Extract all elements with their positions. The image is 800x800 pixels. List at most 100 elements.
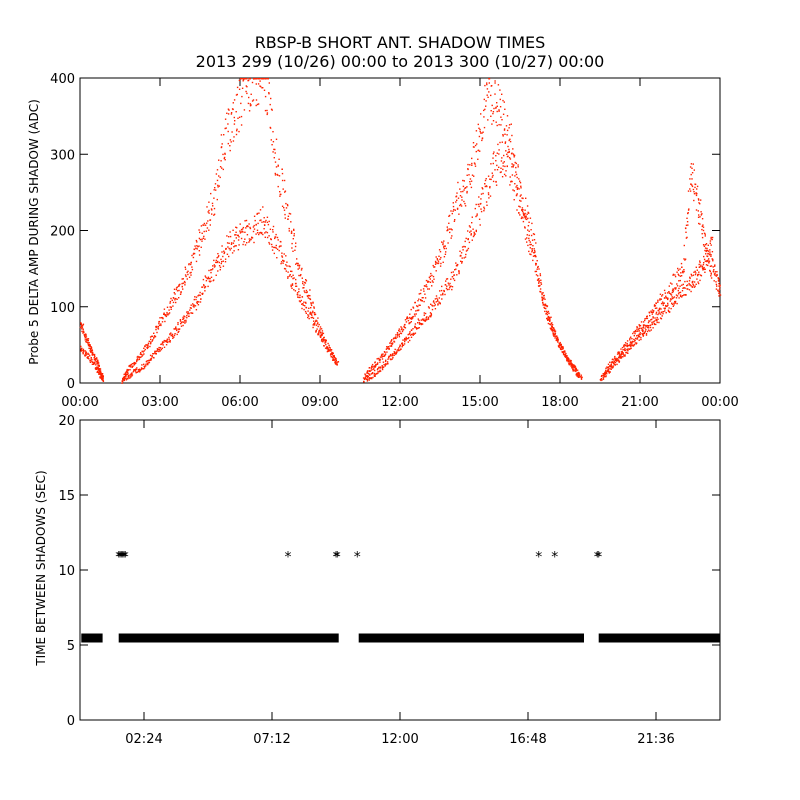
scatter-point <box>454 269 456 271</box>
scatter-point <box>701 228 703 231</box>
scatter-point <box>661 294 664 296</box>
scatter-point <box>253 78 255 80</box>
scatter-point <box>665 295 667 297</box>
scatter-point <box>169 306 171 308</box>
scatter-point <box>527 217 529 220</box>
scatter-point <box>423 290 425 292</box>
scatter-point <box>304 282 307 284</box>
scatter-point <box>704 268 706 270</box>
scatter-point <box>537 265 539 268</box>
scatter-point <box>418 327 420 329</box>
scatter-point <box>496 102 498 104</box>
scatter-point <box>531 222 533 225</box>
scatter-point <box>218 261 220 264</box>
scatter-point <box>192 305 194 307</box>
scatter-point <box>84 339 86 341</box>
scatter-point <box>508 150 510 153</box>
scatter-point <box>81 324 83 326</box>
scatter-point <box>148 359 150 362</box>
scatter-point <box>644 319 646 322</box>
scatter-point <box>274 148 276 151</box>
scatter-point <box>237 249 240 251</box>
scatter-point <box>564 354 567 356</box>
scatter-point <box>208 280 211 282</box>
scatter-point <box>607 369 609 371</box>
scatter-point <box>134 370 137 372</box>
scatter-point <box>298 264 301 266</box>
scatter-point <box>176 329 178 332</box>
scatter-point <box>301 303 303 305</box>
scatter-point <box>547 319 549 321</box>
scatter-point <box>207 276 210 278</box>
scatter-point <box>158 322 160 325</box>
scatter-point <box>451 229 453 231</box>
scatter-point <box>165 315 168 318</box>
scatter-point <box>696 188 698 190</box>
scatter-point <box>283 253 285 255</box>
scatter-point <box>435 256 437 258</box>
scatter-point <box>708 260 711 262</box>
star-marker: * <box>535 550 542 566</box>
scatter-point <box>313 324 316 326</box>
scatter-point <box>530 234 533 237</box>
scatter-point <box>84 337 86 339</box>
scatter-point <box>646 330 649 333</box>
scatter-point <box>315 324 318 326</box>
scatter-point <box>217 256 219 258</box>
scatter-point <box>440 294 442 296</box>
scatter-point <box>649 320 651 322</box>
scatter-point <box>483 208 486 210</box>
scatter-point <box>663 289 666 292</box>
scatter-point <box>239 223 241 225</box>
scatter-point <box>603 376 606 378</box>
scatter-point <box>263 228 265 230</box>
scatter-point <box>384 363 387 365</box>
scatter-point <box>473 234 475 237</box>
scatter-point <box>309 298 312 301</box>
scatter-point <box>284 191 286 193</box>
scatter-point <box>264 109 267 112</box>
scatter-point <box>706 247 708 250</box>
scatter-point <box>680 272 682 274</box>
scatter-point <box>371 377 373 380</box>
scatter-point <box>162 317 164 319</box>
scatter-point <box>175 301 177 304</box>
scatter-point <box>519 195 521 197</box>
scatter-point <box>479 203 481 205</box>
scatter-point <box>619 356 622 358</box>
scatter-point <box>492 153 495 155</box>
scatter-point <box>242 80 244 82</box>
scatter-point <box>247 79 249 82</box>
scatter-point <box>423 314 425 316</box>
scatter-point <box>443 240 445 242</box>
scatter-point <box>99 372 101 375</box>
scatter-point <box>204 285 207 288</box>
scatter-point <box>312 326 314 329</box>
scatter-point <box>281 205 284 207</box>
scatter-point <box>268 92 270 94</box>
scatter-point <box>82 328 84 330</box>
scatter-point <box>379 359 381 361</box>
scatter-point <box>196 302 198 305</box>
scatter-point <box>236 130 238 132</box>
scatter-point <box>326 346 328 349</box>
scatter-point <box>399 344 401 346</box>
scatter-point <box>461 196 463 198</box>
scatter-point <box>673 304 675 306</box>
scatter-point <box>411 317 413 319</box>
scatter-point <box>682 283 684 286</box>
scatter-point <box>710 244 712 246</box>
scatter-point <box>512 164 514 166</box>
scatter-point <box>445 287 448 290</box>
scatter-point <box>515 171 517 173</box>
scatter-point <box>642 329 644 331</box>
scatter-point <box>169 340 171 342</box>
scatter-point <box>629 342 632 344</box>
scatter-point <box>248 78 250 80</box>
scatter-point <box>236 128 238 130</box>
scatter-point <box>233 240 235 242</box>
scatter-point <box>326 350 329 353</box>
scatter-point <box>456 199 458 201</box>
scatter-point <box>183 320 186 322</box>
scatter-point <box>246 78 248 80</box>
